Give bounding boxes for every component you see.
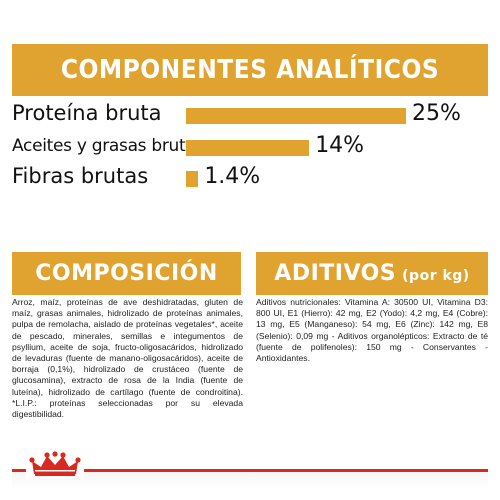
nutrient-value: 14% [315,133,365,158]
nutrient-bar [186,171,199,187]
nutrient-label: Aceites y grasas brutos [12,136,205,156]
additives-text: Aditivos nutricionales: Vitamina A: 3050… [256,297,488,364]
analytical-components-title: COMPONENTES ANALÍTICOS [60,55,440,85]
composition-title: COMPOSICIÓN [35,261,218,286]
nutrient-label: Fibras brutas [12,164,149,188]
nutrient-value: 1.4% [204,164,261,189]
nutrient-bar [186,140,310,156]
footer-shadow [12,472,488,488]
composition-text: Arroz, maíz, proteínas de ave deshidrata… [12,297,243,420]
additives-title: ADITIVOS [274,261,397,286]
composition-banner: COMPOSICIÓN [12,252,241,295]
nutrient-value: 25% [412,101,461,126]
additives-unit: (por kg) [402,267,470,284]
nutrient-label: Proteína bruta [12,101,162,125]
footer-divider [12,469,488,472]
additives-banner: ADITIVOS (por kg) [256,252,488,295]
nutrient-bar [186,108,406,124]
crown-icon [26,450,84,478]
analytical-components-banner: COMPONENTES ANALÍTICOS [12,44,488,96]
